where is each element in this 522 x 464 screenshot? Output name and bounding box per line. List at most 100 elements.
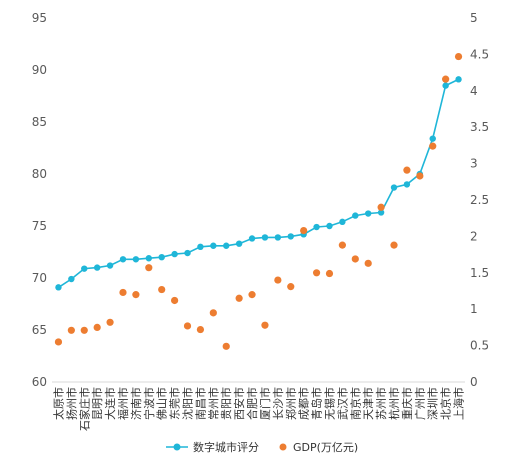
right-tick-label: 1 <box>470 302 478 316</box>
left-tick-label: 80 <box>32 167 47 181</box>
score-point <box>184 249 191 257</box>
score-point <box>106 262 114 269</box>
x-axis-labels: 太原市 扬州市 石家庄市 昆明市 大连市 福州市 济南市 宁波市 佛山市 东莞市 沈阳市 南昌市 常州市… <box>51 387 465 431</box>
score-series-points <box>55 76 462 291</box>
category-label: 东莞市 <box>168 387 182 420</box>
legend-scatter-dot <box>279 443 287 451</box>
gdp-point <box>325 269 334 278</box>
gdp-point <box>106 318 114 326</box>
category-label: 济南市 <box>129 387 143 420</box>
gdp-point <box>222 342 230 350</box>
gdp-point <box>248 291 256 299</box>
score-point <box>210 242 217 249</box>
score-point <box>119 256 127 263</box>
category-label: 重庆市 <box>400 387 414 420</box>
score-point <box>235 240 243 247</box>
score-point <box>171 250 178 258</box>
gdp-point <box>183 322 192 330</box>
category-label: 大连市 <box>103 387 117 420</box>
gdp-point <box>145 264 153 272</box>
right-tick-label: 3 <box>470 157 478 171</box>
category-label: 石家庄市 <box>77 387 91 431</box>
gdp-point <box>351 255 359 263</box>
legend-label-score: 数字城市评分 <box>193 440 259 454</box>
right-tick-label: 5 <box>470 11 478 25</box>
score-point <box>248 235 256 242</box>
gdp-point <box>312 269 321 277</box>
score-point <box>81 265 88 272</box>
left-tick-label: 90 <box>32 63 47 77</box>
score-point <box>158 254 165 261</box>
left-tick-label: 75 <box>32 219 47 233</box>
gdp-point <box>158 285 166 294</box>
gdp-point <box>80 326 88 334</box>
category-label: 无锡市 <box>322 387 336 420</box>
score-point <box>145 255 152 262</box>
gdp-point <box>338 241 346 249</box>
category-label: 扬州市 <box>64 387 78 420</box>
score-point <box>455 76 462 83</box>
score-point <box>197 243 204 250</box>
gdp-point <box>377 203 385 211</box>
left-tick-label: 85 <box>32 115 47 129</box>
gdp-point <box>274 276 282 284</box>
left-tick-label: 65 <box>32 323 47 337</box>
gdp-point <box>196 325 205 334</box>
score-point <box>261 234 269 241</box>
gdp-point <box>429 142 437 150</box>
category-label: 宁波市 <box>142 387 156 420</box>
right-tick-label: 2 <box>470 229 478 243</box>
category-label: 常州市 <box>206 387 220 420</box>
score-series-line <box>58 78 459 289</box>
gdp-point <box>403 166 411 174</box>
score-point <box>352 212 359 219</box>
legend: 数字城市评分 GDP(万亿元) <box>166 440 358 454</box>
category-label: 佛山市 <box>155 387 169 420</box>
category-label: 苏州市 <box>374 387 388 420</box>
gdp-point <box>235 294 243 302</box>
score-point <box>365 210 372 217</box>
right-tick-label: 3.5 <box>470 120 489 134</box>
gdp-point <box>390 241 398 249</box>
score-point <box>287 233 294 240</box>
category-label: 南京市 <box>348 387 362 420</box>
right-axis: 0 0.5 1 1.5 2 2.5 3 3.5 4 4.5 5 <box>470 11 489 389</box>
category-label: 杭州市 <box>387 387 401 420</box>
gdp-point <box>93 323 101 331</box>
left-tick-label: 70 <box>32 271 47 285</box>
score-point <box>442 82 449 89</box>
gdp-point <box>287 283 295 291</box>
gdp-point <box>209 309 217 317</box>
category-label: 天津市 <box>361 387 375 420</box>
category-label: 成都市 <box>297 387 311 420</box>
gdp-point <box>300 226 308 235</box>
score-point <box>274 234 282 241</box>
category-label: 郑州市 <box>284 387 298 420</box>
category-label: 太原市 <box>51 387 65 420</box>
right-tick-label: 1.5 <box>470 266 489 280</box>
category-label: 南昌市 <box>193 387 207 420</box>
category-label: 厦门市 <box>258 387 272 420</box>
right-tick-label: 4.5 <box>470 47 489 61</box>
score-point <box>313 223 320 231</box>
score-point <box>223 242 230 249</box>
score-point <box>403 181 411 188</box>
category-label: 广州市 <box>413 387 427 420</box>
category-label: 深圳市 <box>426 387 440 420</box>
category-label: 北京市 <box>439 387 453 420</box>
score-point <box>339 218 346 226</box>
score-point <box>390 184 398 191</box>
gdp-series-points <box>54 52 463 350</box>
gdp-point <box>364 259 372 267</box>
category-label: 青岛市 <box>310 387 324 420</box>
right-tick-label: 4 <box>470 84 478 98</box>
category-label: 福州市 <box>116 387 130 420</box>
gdp-point <box>442 75 450 83</box>
score-point <box>132 256 140 263</box>
score-point <box>326 222 333 230</box>
score-point <box>377 209 385 216</box>
category-label: 长沙市 <box>271 387 285 420</box>
category-label: 合肥市 <box>245 387 259 420</box>
score-point <box>55 284 62 291</box>
